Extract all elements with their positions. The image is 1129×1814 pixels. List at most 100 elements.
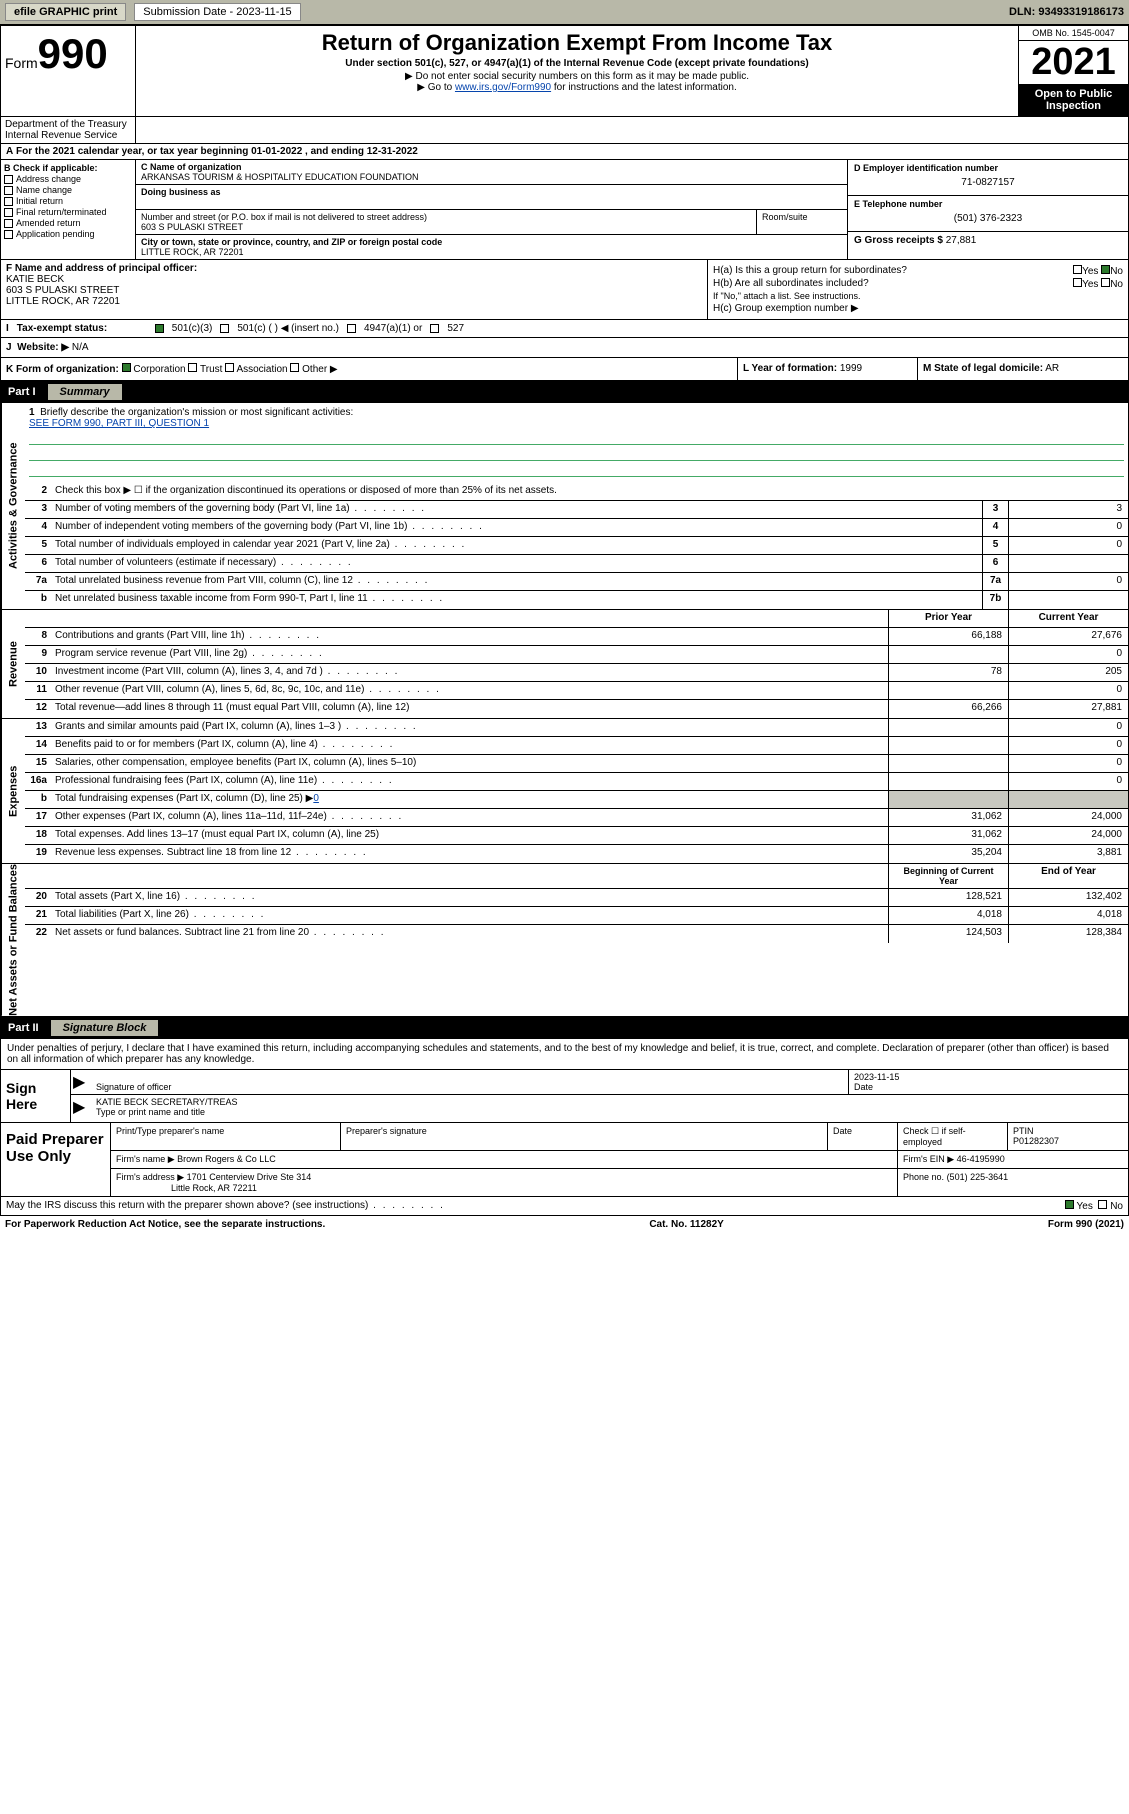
dln: DLN: 93493319186173 (1009, 6, 1124, 18)
line-7a: Total unrelated business revenue from Pa… (51, 573, 982, 590)
val-7b (1008, 591, 1128, 609)
discuss-no[interactable] (1098, 1200, 1107, 1209)
firm-ein: 46-4195990 (957, 1154, 1005, 1164)
checkbox-name-change[interactable] (4, 186, 13, 195)
line-1-value[interactable]: SEE FORM 990, PART III, QUESTION 1 (29, 418, 209, 429)
line-9: Program service revenue (Part VIII, line… (51, 646, 888, 663)
instr-1: ▶ Do not enter social security numbers o… (140, 71, 1014, 82)
checkbox-pending[interactable] (4, 230, 13, 239)
line-16a: Professional fundraising fees (Part IX, … (51, 773, 888, 790)
prep-h2: Preparer's signature (341, 1123, 828, 1150)
p14 (888, 737, 1008, 754)
dept-treasury: Department of the Treasury Internal Reve… (1, 117, 136, 143)
ha-text: H(a) Is this a group return for subordin… (713, 265, 907, 276)
c12: 27,881 (1008, 700, 1128, 718)
ha-yes[interactable] (1073, 265, 1082, 274)
chk-501c3[interactable] (155, 324, 164, 333)
year-line-text: For the 2021 calendar year, or tax year … (16, 146, 418, 157)
c22: 128,384 (1008, 925, 1128, 943)
name-label: C Name of organization (141, 162, 842, 172)
chk-trust[interactable] (188, 363, 197, 372)
line-19: Revenue less expenses. Subtract line 18 … (51, 845, 888, 863)
val-3: 3 (1008, 501, 1128, 518)
box-b: B Check if applicable: Address change Na… (1, 160, 136, 259)
part-1-label: Part I (8, 386, 36, 398)
efile-button[interactable]: efile GRAPHIC print (5, 3, 126, 21)
firm-name: Brown Rogers & Co LLC (177, 1154, 276, 1164)
opt-initial: Initial return (16, 196, 63, 206)
opt-final: Final return/terminated (16, 207, 107, 217)
hdr-prior: Prior Year (888, 610, 1008, 627)
c17: 24,000 (1008, 809, 1128, 826)
line-15: Salaries, other compensation, employee b… (51, 755, 888, 772)
line-2: Check this box ▶ ☐ if the organization d… (51, 483, 1128, 500)
checkbox-initial[interactable] (4, 197, 13, 206)
p17: 31,062 (888, 809, 1008, 826)
instr-2-pre: ▶ Go to (417, 82, 455, 93)
form-number-box: Form990 (1, 26, 136, 116)
box-h: H(a) Is this a group return for subordin… (708, 260, 1128, 319)
line-11: Other revenue (Part VIII, column (A), li… (51, 682, 888, 699)
p10: 78 (888, 664, 1008, 681)
gross-value: 27,881 (946, 235, 977, 246)
year-box: OMB No. 1545-0047 2021 Open to Public In… (1018, 26, 1128, 116)
city-value: LITTLE ROCK, AR 72201 (141, 247, 842, 257)
checkbox-final[interactable] (4, 208, 13, 217)
hb-yes[interactable] (1073, 278, 1082, 287)
p11 (888, 682, 1008, 699)
submission-date: Submission Date - 2023-11-15 (134, 3, 300, 21)
yes-1: Yes (1082, 266, 1098, 277)
p9 (888, 646, 1008, 663)
form-number: 990 (38, 30, 108, 77)
l-label: L Year of formation: (743, 363, 837, 374)
discuss-row: May the IRS discuss this return with the… (0, 1197, 1129, 1216)
opt-amended: Amended return (16, 218, 81, 228)
discuss-yes[interactable] (1065, 1200, 1074, 1209)
box-b-title: B Check if applicable: (4, 163, 132, 173)
officer-group-row: F Name and address of principal officer:… (0, 260, 1129, 320)
box-c: C Name of organization ARKANSAS TOURISM … (136, 160, 848, 259)
chk-other[interactable] (290, 363, 299, 372)
opt-pending: Application pending (16, 229, 95, 239)
officer-name: KATIE BECK (6, 274, 702, 285)
l-value: 1999 (840, 363, 862, 374)
line-8: Contributions and grants (Part VIII, lin… (51, 628, 888, 645)
chk-4947[interactable] (347, 324, 356, 333)
officer-sig-name: KATIE BECK SECRETARY/TREAS (96, 1097, 238, 1107)
hb-no[interactable] (1101, 278, 1110, 287)
preparer-block: Paid Preparer Use Only Print/Type prepar… (0, 1123, 1129, 1197)
paperwork-notice: For Paperwork Reduction Act Notice, see … (5, 1219, 325, 1230)
checkbox-address-change[interactable] (4, 175, 13, 184)
line-12: Total revenue—add lines 8 through 11 (mu… (51, 700, 888, 718)
footer-row: For Paperwork Reduction Act Notice, see … (0, 1216, 1129, 1233)
sig-label: Signature of officer (96, 1082, 171, 1092)
summary-netassets: Net Assets or Fund Balances Beginning of… (0, 864, 1129, 1017)
sign-block: Sign Here ▶ Signature of officer 2023-11… (0, 1070, 1129, 1123)
tax-year: 2021 (1019, 41, 1128, 84)
chk-527[interactable] (430, 324, 439, 333)
irs-link[interactable]: www.irs.gov/Form990 (455, 82, 551, 93)
entity-info: B Check if applicable: Address change Na… (0, 160, 1129, 260)
opt-corp: Corporation (133, 364, 185, 375)
line-16b-val[interactable]: 0 (313, 793, 319, 804)
chk-corp[interactable] (122, 363, 131, 372)
part-1-header: Part I Summary (0, 381, 1129, 403)
c16a: 0 (1008, 773, 1128, 790)
chk-assoc[interactable] (225, 363, 234, 372)
no-1: No (1110, 266, 1123, 277)
hc-text: H(c) Group exemption number ▶ (713, 303, 1123, 314)
ha-no[interactable] (1101, 265, 1110, 274)
c14: 0 (1008, 737, 1128, 754)
line-4: Number of independent voting members of … (51, 519, 982, 536)
val-4: 0 (1008, 519, 1128, 536)
chk-501c[interactable] (220, 324, 229, 333)
checkbox-amended[interactable] (4, 219, 13, 228)
hb-text: H(b) Are all subordinates included? (713, 278, 869, 289)
irs-name: Internal Revenue Service (5, 130, 131, 141)
opt-501c: 501(c) ( ) ◀ (insert no.) (237, 323, 339, 334)
open-public: Open to Public Inspection (1019, 84, 1128, 116)
ptin-val: P01282307 (1013, 1136, 1059, 1146)
opt-address: Address change (16, 174, 81, 184)
firm-phone-label: Phone no. (903, 1172, 944, 1182)
no-3: No (1110, 1201, 1123, 1212)
